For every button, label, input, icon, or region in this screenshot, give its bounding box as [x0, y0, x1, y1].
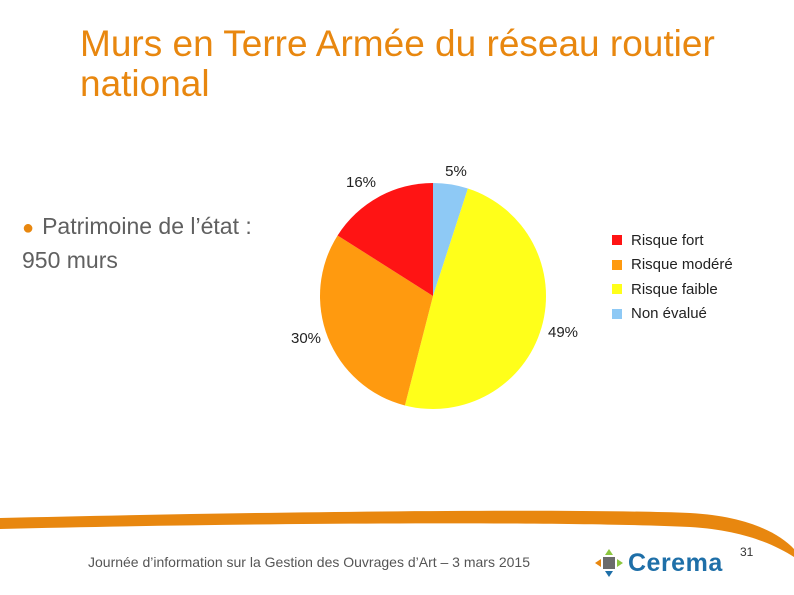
pie-slice — [433, 183, 468, 296]
legend-label: Risque faible — [631, 280, 718, 298]
slice-label: 5% — [445, 163, 467, 180]
slice-label: 16% — [346, 174, 376, 191]
slice-label: 30% — [291, 330, 321, 347]
legend-label: Risque fort — [631, 231, 704, 249]
cerema-logo-icon — [595, 549, 623, 577]
legend-item: Non évalué — [612, 302, 733, 327]
legend-label: Non évalué — [631, 305, 707, 323]
legend-item: Risque faible — [612, 277, 733, 302]
cerema-logo: Cerema — [594, 548, 723, 578]
pie-slice — [337, 183, 433, 296]
legend-swatch — [612, 284, 622, 295]
footer-band-highlight — [0, 523, 794, 595]
chart-legend: Risque fort Risque modéré Risque faible … — [612, 228, 733, 326]
legend-swatch — [612, 235, 622, 246]
page-number: 31 — [740, 545, 754, 559]
slice-label: 49% — [548, 324, 578, 341]
legend-label: Risque modéré — [631, 256, 733, 274]
bullet-text: Patrimoine de l’état : 950 murs — [22, 213, 252, 273]
footer-band — [0, 510, 794, 595]
slide-title: Murs en Terre Armée du réseau routier na… — [80, 23, 715, 104]
legend-swatch — [612, 308, 622, 319]
footer-text: Journée d’information sur la Gestion des… — [88, 554, 531, 570]
pie-slice — [319, 235, 433, 406]
legend-swatch — [612, 259, 622, 270]
legend-item: Risque modéré — [612, 253, 733, 278]
pie-slice — [404, 188, 547, 410]
legend-item: Risque fort — [612, 228, 733, 253]
bullet-point: ● Patrimoine de l’état : 950 murs — [22, 210, 262, 276]
cerema-logo-text: Cerema — [628, 548, 723, 577]
bullet-dot-icon: ● — [22, 217, 35, 239]
